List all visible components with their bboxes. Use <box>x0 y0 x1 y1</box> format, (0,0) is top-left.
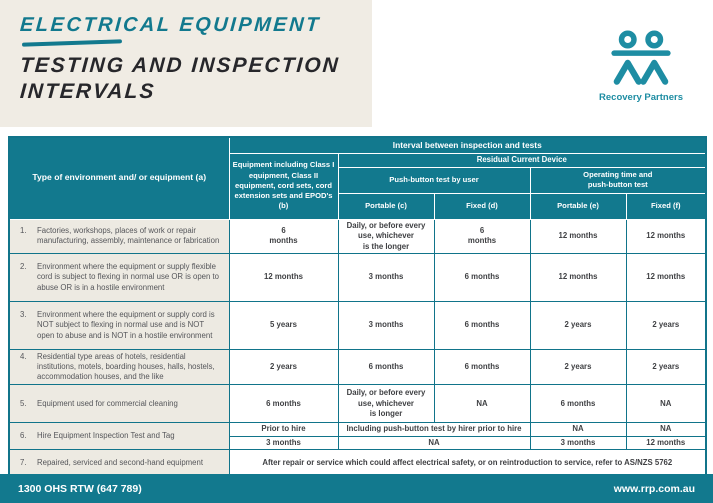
footer-phone: 1300 OHS RTW (647 789) <box>18 482 142 495</box>
value-cell: Prior to hire <box>228 422 339 437</box>
value-cell: 3 months <box>337 301 435 351</box>
value-cell: 3 months <box>228 435 339 451</box>
table-row: 4. Residential type areas of hotels, resi… <box>8 349 707 386</box>
footer-bar: 1300 OHS RTW (647 789) www.rrp.com.au <box>0 474 713 503</box>
table-row: 5. Equipment used for commercial cleaning… <box>8 384 707 424</box>
logo-wordmark: Recovery Partners <box>599 92 683 103</box>
col-header-interval: Interval between inspection and tests <box>228 136 707 154</box>
value-cell: 2 years <box>228 349 339 386</box>
value-cell: 6 months <box>433 218 531 255</box>
table-row: 3. Environment where the equipment or sup… <box>8 301 707 351</box>
value-cell: 6 months <box>433 349 531 386</box>
col-header-push-button: Push-button test by user <box>337 166 531 194</box>
value-cell: 12 months <box>625 253 707 303</box>
row-label: Factories, workshops, places of work or … <box>37 226 220 246</box>
value-cell: 6 months <box>337 349 435 386</box>
environment-type-cell: 7. Repaired, serviced and second-hand equ… <box>8 449 230 477</box>
row-label: Hire Equipment Inspection Test and Tag <box>37 431 175 441</box>
value-cell: 6 months <box>433 301 531 351</box>
title-underline <box>21 39 123 47</box>
value-cell: 6 months <box>228 384 339 424</box>
table-row: 1. Factories, workshops, places of work o… <box>8 218 707 255</box>
row-number: 2. <box>20 262 27 272</box>
value-cell: 12 months <box>529 218 627 255</box>
environment-type-cell: 6. Hire Equipment Inspection Test and Tag <box>8 422 230 451</box>
col-header-operating-time: Operating time and push-button test <box>529 166 707 194</box>
value-cell: 12 months <box>228 253 339 303</box>
value-cell: 6 months <box>529 384 627 424</box>
value-cell: Daily, or before every use, whichever is… <box>337 218 435 255</box>
col-header-fixed-f: Fixed (f) <box>625 192 707 220</box>
col-header-portable-c: Portable (c) <box>337 192 435 220</box>
row-number: 4. <box>20 352 27 362</box>
row-label: Residential type areas of hotels, reside… <box>37 352 215 382</box>
value-cell: NA <box>433 384 531 424</box>
value-cell: Including push-button test by hirer prio… <box>337 422 531 437</box>
table-row: 3 months NA 3 months 12 months <box>9 435 707 451</box>
value-cell: 6 months <box>433 253 531 303</box>
row-label: Equipment used for commercial cleaning <box>37 398 178 408</box>
table-row: 6. Hire Equipment Inspection Test and Tag… <box>8 422 707 451</box>
row-number: 1. <box>20 226 27 236</box>
title-block: ELECTRICAL EQUIPMENT TESTING AND INSPECT… <box>0 0 372 127</box>
value-cell: NA <box>337 435 531 451</box>
row-number: 6. <box>20 431 27 441</box>
value-cell: 5 years <box>228 301 339 351</box>
page-title-line2: TESTING AND INSPECTION <box>19 54 341 77</box>
value-cell: NA <box>529 422 627 437</box>
value-cell: 2 years <box>625 301 707 351</box>
value-cell: NA <box>625 422 707 437</box>
table-row: 2. Environment where the equipment or sup… <box>8 253 707 303</box>
value-cell: 3 months <box>337 253 435 303</box>
value-cell: 12 months <box>625 435 707 451</box>
environment-type-cell: 3. Environment where the equipment or sup… <box>8 301 230 351</box>
page-title-kicker: ELECTRICAL EQUIPMENT <box>19 14 322 36</box>
environment-type-cell: 2. Environment where the equipment or sup… <box>8 253 230 303</box>
value-cell: NA <box>625 384 707 424</box>
col-header-portable-e: Portable (e) <box>529 192 627 220</box>
value-cell: 2 years <box>529 301 627 351</box>
footer-website: www.rrp.com.au <box>613 482 695 495</box>
two-people-icon <box>591 30 691 88</box>
row-label: Environment where the equipment or suppl… <box>37 310 215 340</box>
value-cell: 12 months <box>529 253 627 303</box>
col-header-fixed-d: Fixed (d) <box>433 192 531 220</box>
repair-note-cell: After repair or service which could affe… <box>228 449 707 477</box>
row-number: 7. <box>20 457 27 467</box>
environment-type-cell: 5. Equipment used for commercial cleaning <box>8 384 230 424</box>
row-number: 5. <box>20 398 27 408</box>
environment-type-cell: 1. Factories, workshops, places of work o… <box>8 218 230 255</box>
environment-type-cell: 4. Residential type areas of hotels, resi… <box>8 349 230 386</box>
page-title-line3: INTERVALS <box>19 80 157 104</box>
row-label: Repaired, serviced and second-hand equip… <box>37 457 204 467</box>
value-cell: 6 months <box>228 218 339 255</box>
value-cell: 12 months <box>625 218 707 255</box>
value-cell: Daily, or before every use, whichever is… <box>337 384 435 424</box>
value-cell: 2 years <box>529 349 627 386</box>
col-header-equipment: Equipment including Class I equipment, C… <box>228 152 339 220</box>
value-cell: 3 months <box>529 435 627 451</box>
table-row: 7. Repaired, serviced and second-hand equ… <box>8 449 707 477</box>
recovery-partners-logo: Recovery Partners <box>591 30 691 103</box>
intervals-table: Type of environment and/ or equipment (a… <box>8 136 708 477</box>
value-cell: 2 years <box>625 349 707 386</box>
row-label: Environment where the equipment or suppl… <box>37 262 220 292</box>
col-header-environment-type: Type of environment and/ or equipment (a… <box>8 136 230 220</box>
col-header-rcd: Residual Current Device <box>337 152 707 168</box>
row-number: 3. <box>20 310 27 320</box>
